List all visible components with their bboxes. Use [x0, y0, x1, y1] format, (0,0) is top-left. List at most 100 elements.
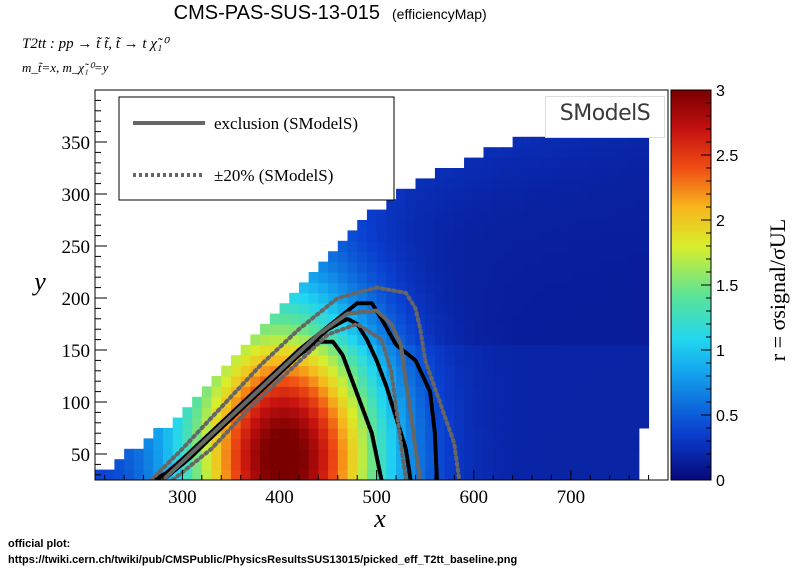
heatmap-cell	[483, 355, 494, 367]
heatmap-cell	[561, 417, 572, 429]
heatmap-cell	[619, 355, 630, 367]
heatmap-cell	[405, 376, 416, 387]
heatmap-cell	[512, 313, 523, 325]
heatmap-cell	[590, 396, 601, 408]
heatmap-cell	[473, 251, 484, 263]
heatmap-cell	[434, 168, 446, 179]
heatmap-cell	[405, 240, 416, 252]
heatmap-cell	[357, 251, 368, 263]
heatmap-cell	[347, 324, 358, 335]
heatmap-cell	[192, 448, 203, 460]
heatmap-cell	[454, 168, 465, 179]
heatmap-cell	[328, 438, 339, 450]
heatmap-cell	[454, 261, 465, 273]
heatmap-cell	[289, 344, 300, 356]
heatmap-cell	[600, 376, 611, 387]
exclusion-curves	[149, 285, 462, 480]
smodels-logo: SModelS	[545, 96, 665, 138]
heatmap-cell	[570, 199, 582, 211]
heatmap-cell	[240, 438, 251, 450]
heatmap-cell	[541, 261, 552, 273]
heatmap-cell	[522, 178, 533, 190]
heatmap-cell	[551, 292, 562, 304]
heatmap-cell	[347, 417, 358, 429]
heatmap-cell	[298, 428, 310, 439]
heatmap-cell	[609, 261, 620, 273]
curve--20-smodels-	[149, 285, 462, 480]
heatmap-cell	[396, 376, 407, 387]
heatmap-cell	[638, 324, 650, 335]
heatmap-cell	[434, 448, 446, 460]
heatmap-cell	[366, 220, 378, 231]
heatmap-cell	[493, 334, 504, 346]
heatmap-cell	[464, 396, 475, 408]
heatmap-cell	[347, 230, 358, 242]
heatmap-cell	[532, 261, 543, 273]
heatmap-cell	[289, 407, 300, 419]
heatmap-cell	[298, 448, 310, 460]
heatmap-cell	[609, 396, 620, 408]
heatmap-cell	[629, 168, 640, 179]
heatmap-cell	[182, 407, 193, 419]
heatmap-cell	[541, 438, 552, 450]
heatmap-cell	[473, 396, 484, 408]
heatmap-cell	[532, 365, 543, 377]
heatmap-cell	[454, 230, 465, 242]
heatmap-cell	[405, 344, 416, 356]
heatmap-cell	[551, 365, 562, 377]
heatmap-cell	[240, 365, 251, 377]
heatmap-cell	[318, 407, 329, 419]
heatmap-cell	[230, 438, 242, 450]
heatmap-cell	[279, 469, 290, 480]
heatmap-cell	[454, 428, 465, 439]
heatmap-cell	[561, 292, 572, 304]
heatmap-cell	[454, 324, 465, 335]
heatmap-cell	[434, 469, 446, 480]
heatmap-cell	[522, 407, 533, 419]
heatmap-cell	[532, 292, 543, 304]
heatmap-cell	[386, 344, 397, 356]
heatmap-cell	[532, 469, 543, 480]
heatmap-cell	[298, 355, 310, 367]
heatmap-cell	[337, 407, 349, 419]
heatmap-cell	[454, 396, 465, 408]
heatmap-cell	[153, 428, 164, 439]
heatmap-cell	[522, 313, 533, 325]
heatmap-cell	[318, 428, 329, 439]
heatmap-cell	[269, 438, 281, 450]
heatmap-cell	[561, 272, 572, 283]
heatmap-cell	[629, 209, 640, 221]
heatmap-cell	[502, 240, 514, 252]
heatmap-cell	[522, 220, 533, 231]
heatmap-cell	[337, 261, 349, 273]
heatmap-cell	[114, 459, 125, 471]
heatmap-cell	[221, 459, 232, 471]
heatmap-cell	[493, 251, 504, 263]
heatmap-cell	[580, 168, 591, 179]
heatmap-cell	[318, 282, 329, 294]
heatmap-cell	[279, 396, 290, 408]
heatmap-cell	[260, 396, 271, 408]
heatmap-cell	[493, 168, 504, 179]
heatmap-cell	[590, 240, 601, 252]
heatmap-cell	[600, 282, 611, 294]
heatmap-cell	[619, 448, 630, 460]
heatmap-cell	[580, 386, 591, 398]
heatmap-cell	[609, 168, 620, 179]
heatmap-cell	[609, 136, 620, 148]
heatmap-cell	[454, 282, 465, 294]
heatmap-cell	[405, 209, 416, 221]
heatmap-cell	[386, 261, 397, 273]
heatmap-cell	[347, 355, 358, 367]
heatmap-cell	[502, 157, 514, 169]
heatmap-cell	[230, 428, 242, 439]
heatmap-cell	[386, 313, 397, 325]
heatmap-cell	[396, 230, 407, 242]
heatmap-cell	[532, 396, 543, 408]
heatmap-cell	[570, 417, 582, 429]
footer-url[interactable]: https://twiki.cern.ch/twiki/pub/CMSPubli…	[8, 554, 518, 566]
heatmap-cell	[600, 147, 611, 159]
heatmap-cell	[541, 240, 552, 252]
heatmap-cell	[386, 355, 397, 367]
